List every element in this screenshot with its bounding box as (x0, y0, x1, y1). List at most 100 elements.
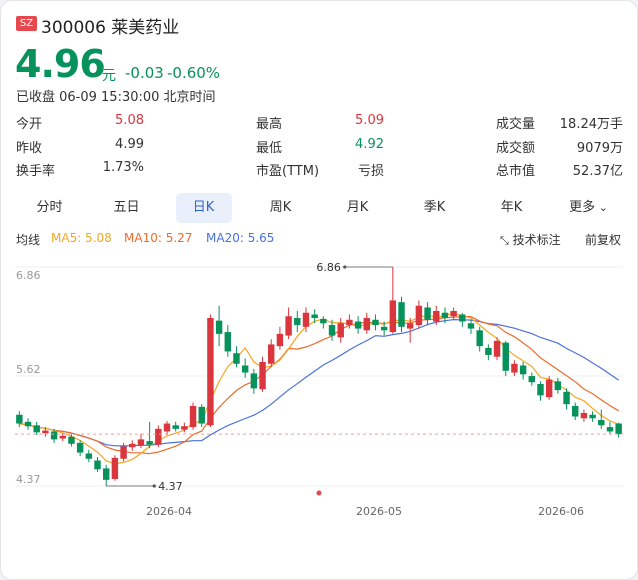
timeframe-tabs: 分时 五日 日K 周K 月K 季K 年K 更多 ⌄ (11, 193, 627, 223)
candle-body (563, 391, 570, 405)
stat-value: 52.37亿 (572, 164, 623, 179)
candle-body (59, 435, 66, 439)
candle-body (42, 430, 49, 434)
tab-6[interactable]: 年K (484, 193, 540, 223)
candle-body (554, 381, 562, 391)
technical-annotation-button[interactable]: ⤡ 技术标注 (500, 233, 561, 247)
candle-body (294, 318, 301, 326)
x-axis-label: 2026-05 (356, 505, 402, 518)
min-annotation-dot (152, 484, 156, 488)
candlestick-chart[interactable]: 6.86 5.62 4.37 6.86 4.37 2026-04 2026-05 2026-0… (1, 251, 637, 541)
candle-body (285, 316, 292, 336)
candle-body (172, 425, 179, 429)
tab-label: 月K (346, 200, 369, 215)
max-annotation-dot (343, 265, 347, 269)
tab-4[interactable]: 月K (330, 193, 386, 223)
tab-label: 更多 (569, 200, 596, 215)
adjust-toggle[interactable]: 前复权 (585, 233, 622, 247)
stat-value: 亏损 (357, 164, 384, 179)
candle-body (146, 441, 153, 445)
y-tick-label: 4.37 (16, 473, 41, 486)
min-annotation-label: 4.37 (158, 480, 183, 493)
candle-body (346, 319, 353, 326)
max-annotation-label: 6.86 (316, 261, 341, 274)
tab-3[interactable]: 周K (253, 193, 309, 223)
candle-body (320, 318, 327, 324)
candle-body (50, 431, 58, 440)
candle-body (511, 363, 518, 373)
candle-body (580, 413, 588, 419)
candle-body (337, 323, 344, 338)
candle-body (198, 406, 205, 424)
candle-body (406, 323, 414, 329)
tab-0[interactable]: 分时 (22, 193, 78, 223)
stat-value: 5.09 (355, 113, 384, 128)
candle-body (545, 379, 553, 398)
candle-body (215, 320, 223, 334)
stat-label: 成交额 (496, 141, 536, 156)
candle-body (380, 326, 388, 331)
candle-body (76, 442, 84, 453)
tab-label: 季K (423, 200, 446, 215)
stat-label: 最高 (256, 117, 283, 132)
stat-label: 昨收 (16, 141, 43, 156)
tab-5[interactable]: 季K (407, 193, 463, 223)
candle-body (441, 312, 449, 319)
ma-label: 均线 (16, 233, 41, 247)
candle-body (389, 300, 397, 333)
stat-label: 成交量 (496, 117, 536, 132)
candle-body (24, 421, 32, 427)
y-tick-label: 6.86 (16, 269, 41, 282)
candle-body (16, 414, 23, 424)
candle-body (363, 318, 370, 331)
ma20-legend: MA20: 5.65 (206, 231, 275, 245)
candle-body (606, 427, 614, 432)
candle-body (224, 332, 232, 352)
candle-body (94, 460, 101, 470)
stat-label: 最低 (256, 141, 283, 156)
ma10-line (19, 315, 620, 455)
candle-body (181, 426, 188, 430)
candle-body (33, 425, 40, 433)
ma5-legend: MA5: 5.08 (51, 231, 112, 245)
stat-value: 1.73% (102, 160, 144, 175)
tab-label: 年K (500, 200, 523, 215)
candle-body (598, 420, 605, 426)
tab-7[interactable]: 更多 ⌄ (561, 193, 617, 223)
candle-body (467, 323, 475, 329)
ma20-line (19, 318, 620, 447)
stat-label: 今开 (16, 117, 43, 132)
candle-body (433, 310, 440, 322)
candle-body (493, 340, 501, 357)
candle-body (102, 468, 110, 480)
ma5-line (19, 312, 619, 465)
candle-body (302, 312, 310, 327)
candle-body (311, 314, 318, 319)
candle-body (328, 325, 336, 336)
ma10-legend: MA10: 5.27 (124, 231, 193, 245)
annotation-tool-icon: ⤡ (500, 234, 509, 247)
candle-body (615, 423, 622, 435)
tab-2[interactable]: 日K (175, 193, 232, 223)
scroll-indicator-dot (316, 490, 322, 496)
current-price: 4.96 (15, 42, 106, 86)
stat-label: 换手率 (16, 164, 56, 179)
candle-body (519, 365, 527, 375)
candle-body (120, 446, 127, 459)
candle-body (372, 319, 379, 326)
tab-label: 五日 (113, 200, 140, 215)
candle-body (68, 436, 75, 444)
candle-body (459, 314, 466, 322)
stat-value: 5.08 (115, 113, 144, 128)
y-tick-label: 5.62 (16, 363, 41, 376)
tab-1[interactable]: 五日 (99, 193, 155, 223)
tab-label: 周K (269, 200, 292, 215)
candle-body (129, 443, 136, 448)
candle-body (241, 365, 249, 373)
candle-body (502, 342, 509, 371)
candle-body (259, 361, 266, 390)
chevron-down-icon: ⌄ (595, 201, 608, 214)
candle-body (276, 333, 284, 347)
candle-body (189, 405, 197, 428)
candle-body (398, 302, 405, 327)
